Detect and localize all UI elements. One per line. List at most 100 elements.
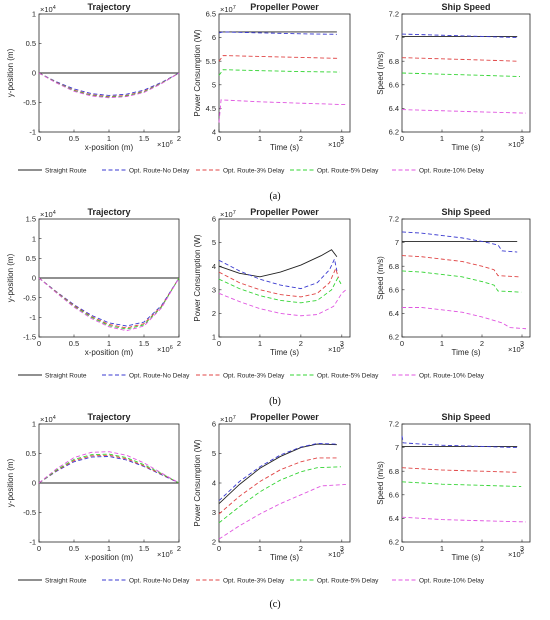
chart-0-1: Propeller Power 0 1 2 3 4 4.5 5 5.5 6 6.5 Time (s) P… [193, 2, 351, 152]
series-line-4 [38, 277, 180, 330]
x-tick-label: 1 [258, 134, 262, 143]
x-tick-label: 2 [480, 339, 484, 348]
x-tick-label: 1 [440, 134, 444, 143]
y-tick-label: 3 [212, 508, 216, 517]
series-line-3 [401, 57, 519, 62]
series-line-3 [218, 267, 339, 298]
x-tick-label: 0.5 [69, 544, 79, 553]
y-tick-label: 1 [32, 10, 36, 19]
y-tick-label: -1 [29, 313, 36, 322]
panel-label: (a) [269, 191, 280, 202]
y-tick-label: 6.5 [206, 10, 216, 19]
x-tick-label: 2 [480, 134, 484, 143]
legend-label: Opt. Route-10% Delay [419, 372, 485, 379]
x-tick-label: 0.5 [69, 339, 79, 348]
x-tick-label: 1 [258, 339, 262, 348]
legend-label: Opt. Route-No Delay [129, 577, 190, 584]
legend-label: Opt. Route-5% Delay [317, 577, 379, 584]
legend-label: Straight Route [45, 372, 87, 379]
plot-area [218, 218, 351, 338]
y-tick-label: 6.8 [389, 57, 399, 66]
legend-label: Opt. Route-3% Delay [223, 372, 285, 379]
series-line-4 [38, 453, 180, 484]
y-multiplier: ×104 [40, 210, 56, 219]
y-axis-label: Speed (m/s) [376, 461, 385, 505]
y-multiplier: ×107 [220, 210, 236, 219]
y-tick-label: 7.2 [389, 10, 399, 19]
series-line-2 [38, 455, 180, 484]
chart-title: Trajectory [87, 2, 130, 12]
legend-label: Opt. Route-5% Delay [317, 167, 379, 174]
x-axis-label: Time (s) [451, 553, 480, 562]
y-tick-label: 6 [212, 215, 216, 224]
x-tick-label: 0 [37, 134, 41, 143]
series-line-3 [401, 255, 519, 278]
y-multiplier: ×104 [40, 415, 56, 424]
series-line-4 [401, 72, 521, 77]
y-tick-label: 6 [212, 420, 216, 429]
series-line-5 [401, 516, 527, 523]
chart-title: Trajectory [87, 207, 130, 217]
series-line-1 [218, 249, 338, 278]
series-line-4 [218, 466, 342, 524]
y-tick-label: 4.5 [206, 104, 216, 113]
x-tick-label: 0 [37, 544, 41, 553]
y-tick-label: 7.2 [389, 215, 399, 224]
y-tick-label: 6.6 [389, 80, 399, 89]
legend-label: Opt. Route-10% Delay [419, 577, 485, 584]
legend-label: Opt. Route-No Delay [129, 372, 190, 379]
chart-2-1: Propeller Power 0 1 2 3 2 3 4 5 6 Time (s) Power Co… [193, 412, 351, 562]
series-line-3 [218, 457, 339, 515]
y-tick-label: 2 [212, 538, 216, 547]
x-tick-label: 0 [217, 339, 221, 348]
chart-title: Ship Speed [441, 207, 490, 217]
x-multiplier: ×105 [328, 140, 344, 149]
series-line-2 [218, 257, 338, 290]
y-tick-label: 6.8 [389, 467, 399, 476]
y-axis-label: Speed (m/s) [376, 51, 385, 95]
y-tick-label: 5 [212, 449, 216, 458]
x-tick-label: 2 [299, 134, 303, 143]
x-tick-label: 2 [177, 134, 181, 143]
y-tick-label: 1 [212, 333, 216, 342]
y-tick-label: 2 [212, 309, 216, 318]
series-line-5 [401, 109, 527, 114]
y-axis-label: y-position (m) [6, 458, 15, 507]
series-line-5 [38, 277, 180, 332]
series-line-4 [218, 69, 340, 76]
y-tick-label: 0.5 [26, 39, 36, 48]
x-tick-label: 0 [217, 134, 221, 143]
x-tick-label: 0 [400, 134, 404, 143]
y-tick-label: -0.5 [23, 508, 36, 517]
series-line-4 [401, 481, 522, 487]
legend-label: Opt. Route-3% Delay [223, 167, 285, 174]
series-line-2 [401, 231, 518, 253]
legend-row-1: Straight Route Opt. Route-No Delay Opt. Ro… [18, 167, 485, 174]
y-tick-label: 7 [395, 33, 399, 42]
x-multiplier: ×105 [328, 345, 344, 354]
series-line-2 [401, 33, 518, 39]
series-line-3 [401, 467, 519, 473]
y-tick-label: 6.2 [389, 128, 399, 137]
y-tick-label: 6.2 [389, 538, 399, 547]
series-line-1 [218, 443, 337, 504]
y-tick-label: 5 [212, 238, 216, 247]
series-line-5 [38, 72, 180, 99]
x-tick-label: 1 [107, 544, 111, 553]
panel-label: (c) [269, 599, 280, 610]
plot-area [401, 423, 531, 543]
plot-area [401, 218, 531, 338]
legend-label: Opt. Route-5% Delay [317, 372, 379, 379]
x-multiplier: ×105 [328, 550, 344, 559]
y-tick-label: 0 [32, 479, 36, 488]
x-axis-label: Time (s) [451, 348, 480, 357]
y-tick-label: -0.5 [23, 293, 36, 302]
x-multiplier: ×106 [157, 140, 173, 149]
y-tick-label: -1 [29, 128, 36, 137]
legend-label: Opt. Route-No Delay [129, 167, 190, 174]
series-line-5 [218, 99, 346, 123]
x-tick-label: 3 [340, 134, 344, 143]
y-axis-label: y-position (m) [6, 48, 15, 97]
x-tick-label: 1.5 [139, 544, 149, 553]
